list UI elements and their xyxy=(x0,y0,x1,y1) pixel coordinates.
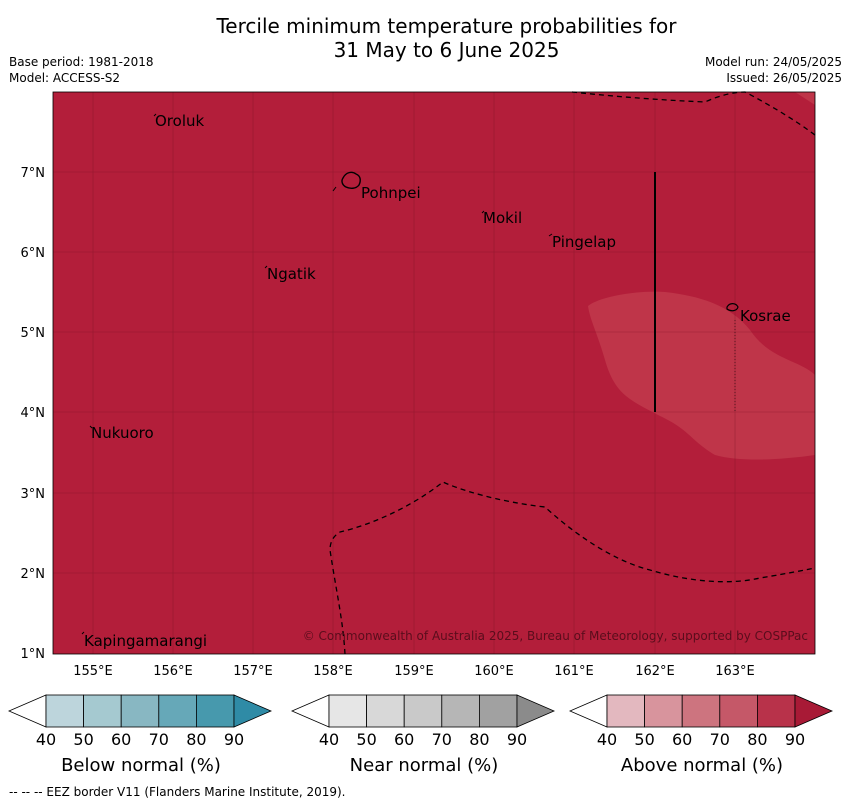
eez-footnote: -- -- -- EEZ border V11 (Flanders Marine… xyxy=(9,785,346,799)
lon-tick: 157°E xyxy=(233,664,273,679)
below-colorbar-tick: 60 xyxy=(111,730,132,749)
atoll-marks xyxy=(81,113,553,635)
above-colorbar-cell xyxy=(644,694,683,728)
near-colorbar-high-end xyxy=(516,694,556,728)
near-colorbar-cell xyxy=(328,694,367,728)
lat-tick: 7°N xyxy=(21,166,46,181)
below-colorbar-cell xyxy=(158,694,197,728)
lon-tick: 156°E xyxy=(153,664,193,679)
lat-tick: 3°N xyxy=(21,487,46,502)
model-run: Model run: 24/05/2025 xyxy=(704,55,842,69)
lon-tick: 162°E xyxy=(635,664,675,679)
issued-date: Issued: 26/05/2025 xyxy=(726,71,842,85)
below-colorbar-cell xyxy=(83,694,122,728)
eez-borders xyxy=(329,91,816,655)
near-colorbar-cell xyxy=(403,694,443,728)
above-colorbar-tick: 80 xyxy=(747,730,768,749)
lon-tick: 161°E xyxy=(554,664,594,679)
above-colorbar-low-end xyxy=(568,694,608,728)
below-colorbar-tick: 80 xyxy=(186,730,207,749)
probability-band-70-80 xyxy=(588,291,815,460)
base-period: Base period: 1981-2018 xyxy=(9,55,154,69)
near-colorbar-low-end xyxy=(290,694,330,728)
above-colorbar-cell xyxy=(606,694,645,728)
place-label-oroluk: Oroluk xyxy=(155,112,204,130)
near-colorbar-tick: 40 xyxy=(318,730,340,749)
place-label-ngatik: Ngatik xyxy=(267,265,316,283)
ant-atoll xyxy=(332,186,337,192)
lat-tick: 4°N xyxy=(21,406,46,421)
above-colorbar-tick: 70 xyxy=(709,730,730,749)
copyright-notice: © Commonwealth of Australia 2025, Bureau… xyxy=(303,629,808,643)
place-label-kapingamarangi: Kapingamarangi xyxy=(84,632,207,650)
title-line-2: 31 May to 6 June 2025 xyxy=(333,38,560,62)
below-colorbar-cell xyxy=(120,694,160,728)
above-colorbar-cell xyxy=(719,694,758,728)
below-colorbar-tick: 40 xyxy=(35,730,57,749)
place-label-pingelap: Pingelap xyxy=(552,233,616,251)
lat-tick: 1°N xyxy=(21,647,46,662)
below-colorbar-low-end xyxy=(7,694,47,728)
place-label-nukuoro: Nukuoro xyxy=(91,424,154,442)
lon-tick: 155°E xyxy=(73,664,113,679)
below-colorbar-tick: 70 xyxy=(148,730,169,749)
above-colorbar-high-end xyxy=(794,694,834,728)
meta-right: Model run: 24/05/2025 Issued: 26/05/2025 xyxy=(705,54,842,86)
model-name: Model: ACCESS-S2 xyxy=(9,71,121,85)
legend-near-label: Near normal (%) xyxy=(349,755,499,776)
map-frame xyxy=(52,91,816,655)
lon-tick: 158°E xyxy=(313,664,353,679)
meta-left: Base period: 1981-2018 Model: ACCESS-S2 xyxy=(9,54,154,86)
above-colorbar-tick: 40 xyxy=(596,730,618,749)
above-colorbar-cell xyxy=(681,694,721,728)
below-colorbar-cell xyxy=(45,694,84,728)
title-line-1: Tercile minimum temperature probabilitie… xyxy=(216,14,677,38)
near-colorbar-tick: 50 xyxy=(356,730,377,749)
probability-band-corner xyxy=(795,92,815,105)
near-colorbar-cell xyxy=(478,694,518,728)
pohnpei-island xyxy=(341,171,361,190)
graticule xyxy=(53,92,815,654)
lat-tick: 6°N xyxy=(21,246,46,261)
below-colorbar-high-end xyxy=(233,694,273,728)
above-colorbar-tick: 50 xyxy=(634,730,655,749)
legend-below-label: Below normal (%) xyxy=(61,755,221,776)
chart-title: Tercile minimum temperature probabilitie… xyxy=(0,14,850,62)
below-colorbar-tick: 50 xyxy=(73,730,94,749)
near-colorbar-tick: 90 xyxy=(506,730,528,749)
lat-tick: 5°N xyxy=(21,326,46,341)
longitude-axis: 155°E 156°E 157°E 158°E 159°E 160°E 161°… xyxy=(73,664,755,679)
legend-colorbars xyxy=(7,694,834,728)
below-colorbar-tick: 90 xyxy=(223,730,245,749)
near-colorbar-cell xyxy=(366,694,405,728)
lat-tick: 2°N xyxy=(21,567,46,582)
place-label-mokil: Mokil xyxy=(483,209,522,227)
near-colorbar-tick: 80 xyxy=(469,730,490,749)
above-colorbar-tick: 60 xyxy=(672,730,693,749)
lon-tick: 160°E xyxy=(474,664,514,679)
above-colorbar-tick: 90 xyxy=(784,730,806,749)
near-colorbar-tick: 60 xyxy=(394,730,415,749)
lon-tick: 163°E xyxy=(715,664,755,679)
kosrae-island xyxy=(726,303,739,312)
place-label-pohnpei: Pohnpei xyxy=(361,184,421,202)
near-colorbar-tick: 70 xyxy=(431,730,452,749)
place-label-kosrae: Kosrae xyxy=(740,307,791,325)
lon-tick: 159°E xyxy=(394,664,434,679)
legend-above-label: Above normal (%) xyxy=(620,755,784,776)
below-colorbar-cell xyxy=(195,694,235,728)
place-labels: Oroluk Pohnpei Mokil Pingelap Ngatik Kos… xyxy=(84,112,791,650)
near-colorbar-cell xyxy=(441,694,480,728)
latitude-axis: 7°N 6°N 5°N 4°N 3°N 2°N 1°N xyxy=(21,166,46,662)
above-colorbar-cell xyxy=(757,694,796,728)
